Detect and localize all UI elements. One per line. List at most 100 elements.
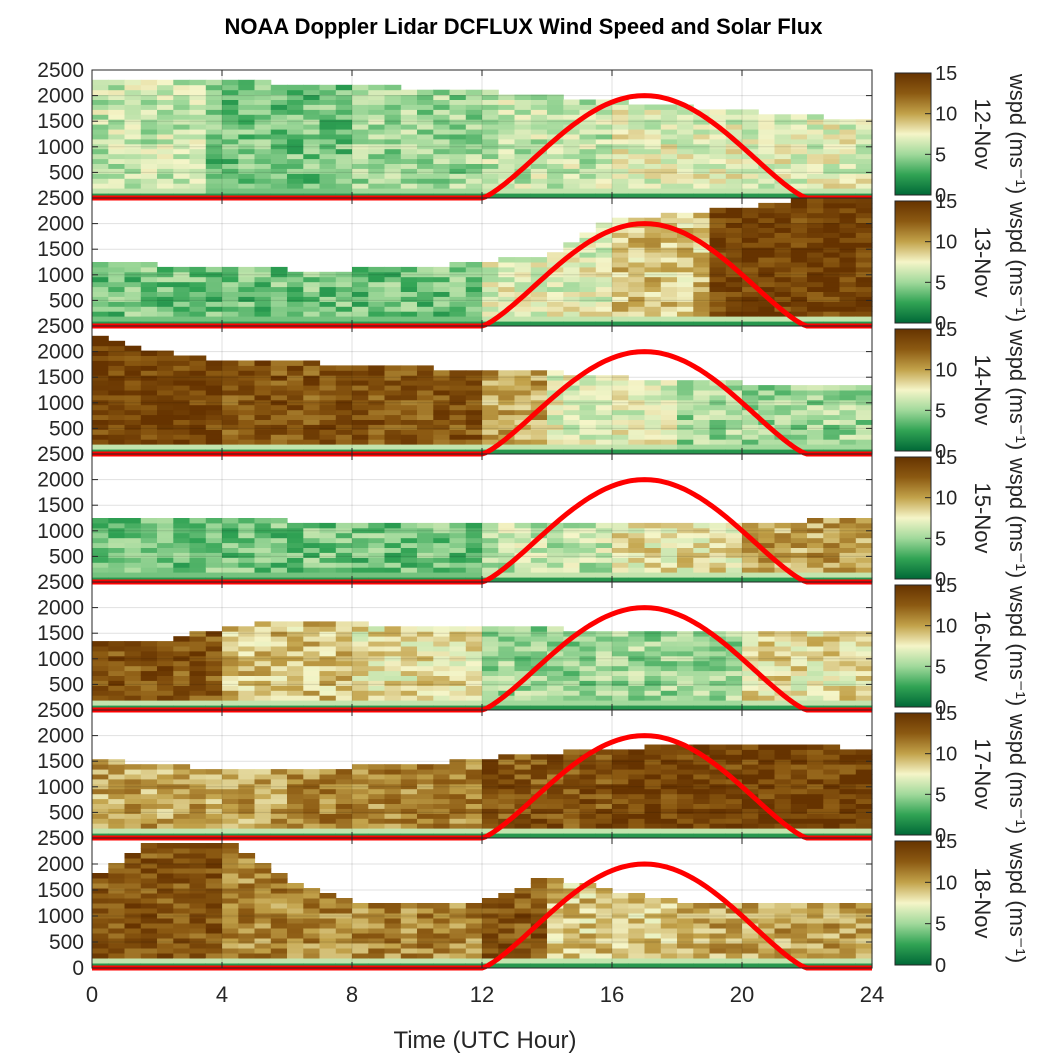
heatmap-cell [644,774,662,780]
heatmap-cell [140,143,158,150]
heatmap-cell [579,193,597,199]
heatmap-cell [384,444,402,450]
heatmap-cell [758,247,776,253]
heatmap-cell [173,281,191,288]
heatmap-cell [709,690,727,696]
heatmap-cell [254,168,272,174]
heatmap-cell [384,572,402,578]
heatmap-cell [384,562,402,568]
heatmap-cell [254,660,272,667]
heatmap-cell [449,769,467,775]
heatmap-cell [612,138,629,145]
heatmap-cell [530,813,548,819]
heatmap-cell [140,660,158,667]
heatmap-cell [644,803,662,809]
heatmap-cell [417,306,434,312]
heatmap-cell [742,754,759,760]
heatmap-cell [173,390,191,396]
heatmap-cell [205,542,223,548]
heatmap-cell [807,700,824,706]
heatmap-cell [758,665,776,672]
heatmap-cell [677,833,694,839]
heatmap-cell [498,168,516,174]
heatmap-cell [482,262,499,268]
heatmap-cell [644,217,662,224]
heatmap-cell [140,124,158,130]
heatmap-cell [660,542,678,548]
heatmap-cell [205,823,223,829]
heatmap-cell [579,646,597,652]
heatmap-cell [742,394,759,401]
heatmap-cell [498,542,516,548]
heatmap-cell [287,783,304,790]
heatmap-cell [774,680,792,686]
heatmap-cell [709,833,727,839]
heatmap-cell [352,276,369,283]
heatmap-cell [319,769,337,775]
heatmap-cell [303,99,321,105]
heatmap-cell [677,665,694,672]
heatmap-cell [482,675,499,681]
heatmap-cell [303,828,321,834]
y-tick-label: 0 [72,571,84,594]
heatmap-cell [352,655,369,662]
heatmap-cell [189,680,207,686]
heatmap-cell [855,665,873,672]
heatmap-cell [352,665,369,672]
heatmap-cell [417,542,434,548]
heatmap-cell [709,296,727,302]
heatmap-cell [514,562,532,568]
heatmap-cell [417,124,434,130]
heatmap-cell [677,266,694,273]
heatmap-cell [205,158,223,164]
heatmap-cell [384,626,402,632]
heatmap-cell [140,424,158,430]
heatmap-cell [124,84,142,91]
heatmap-cell [563,449,581,455]
heatmap-cell [758,778,776,785]
heatmap-cell [157,158,174,164]
heatmap-cell [807,153,824,160]
heatmap-cell [547,823,564,829]
heatmap-cell [433,390,451,396]
heatmap-cell [579,232,597,238]
heatmap-cell [433,769,451,775]
heatmap-cell [742,232,759,238]
heatmap-cell [758,124,776,130]
heatmap-cell [482,296,499,302]
heatmap-cell [595,695,613,701]
heatmap-cell [222,631,239,637]
heatmap-cell [807,385,824,391]
heatmap-cell [222,380,239,386]
heatmap-cell [595,793,613,800]
heatmap-cell [205,670,223,676]
heatmap-cell [823,286,841,292]
heatmap-cell [839,385,857,391]
heatmap-cell [595,542,613,548]
heatmap-cell [384,114,402,120]
heatmap-cell [823,444,841,450]
heatmap-cell [222,365,239,371]
heatmap-cell [173,793,191,800]
heatmap-cell [807,409,824,416]
heatmap-cell [335,646,353,652]
heatmap-cell [547,183,564,189]
heatmap-cell [693,291,711,297]
heatmap-cell [449,399,467,406]
heatmap-cell [612,769,629,775]
heatmap-cell [222,670,239,676]
heatmap-cell [677,813,694,819]
heatmap-cell [384,380,402,386]
heatmap-cell [693,247,711,253]
heatmap-cell [498,828,516,834]
heatmap-cell [335,823,353,829]
heatmap-cell [465,153,483,160]
heatmap-cell [628,193,646,199]
heatmap-cell [205,808,223,814]
heatmap-cell [465,124,483,130]
heatmap-cell [303,522,321,529]
heatmap-cell [384,655,402,662]
heatmap-cell [270,527,288,534]
heatmap-cell [547,321,564,327]
heatmap-cell [173,375,191,381]
